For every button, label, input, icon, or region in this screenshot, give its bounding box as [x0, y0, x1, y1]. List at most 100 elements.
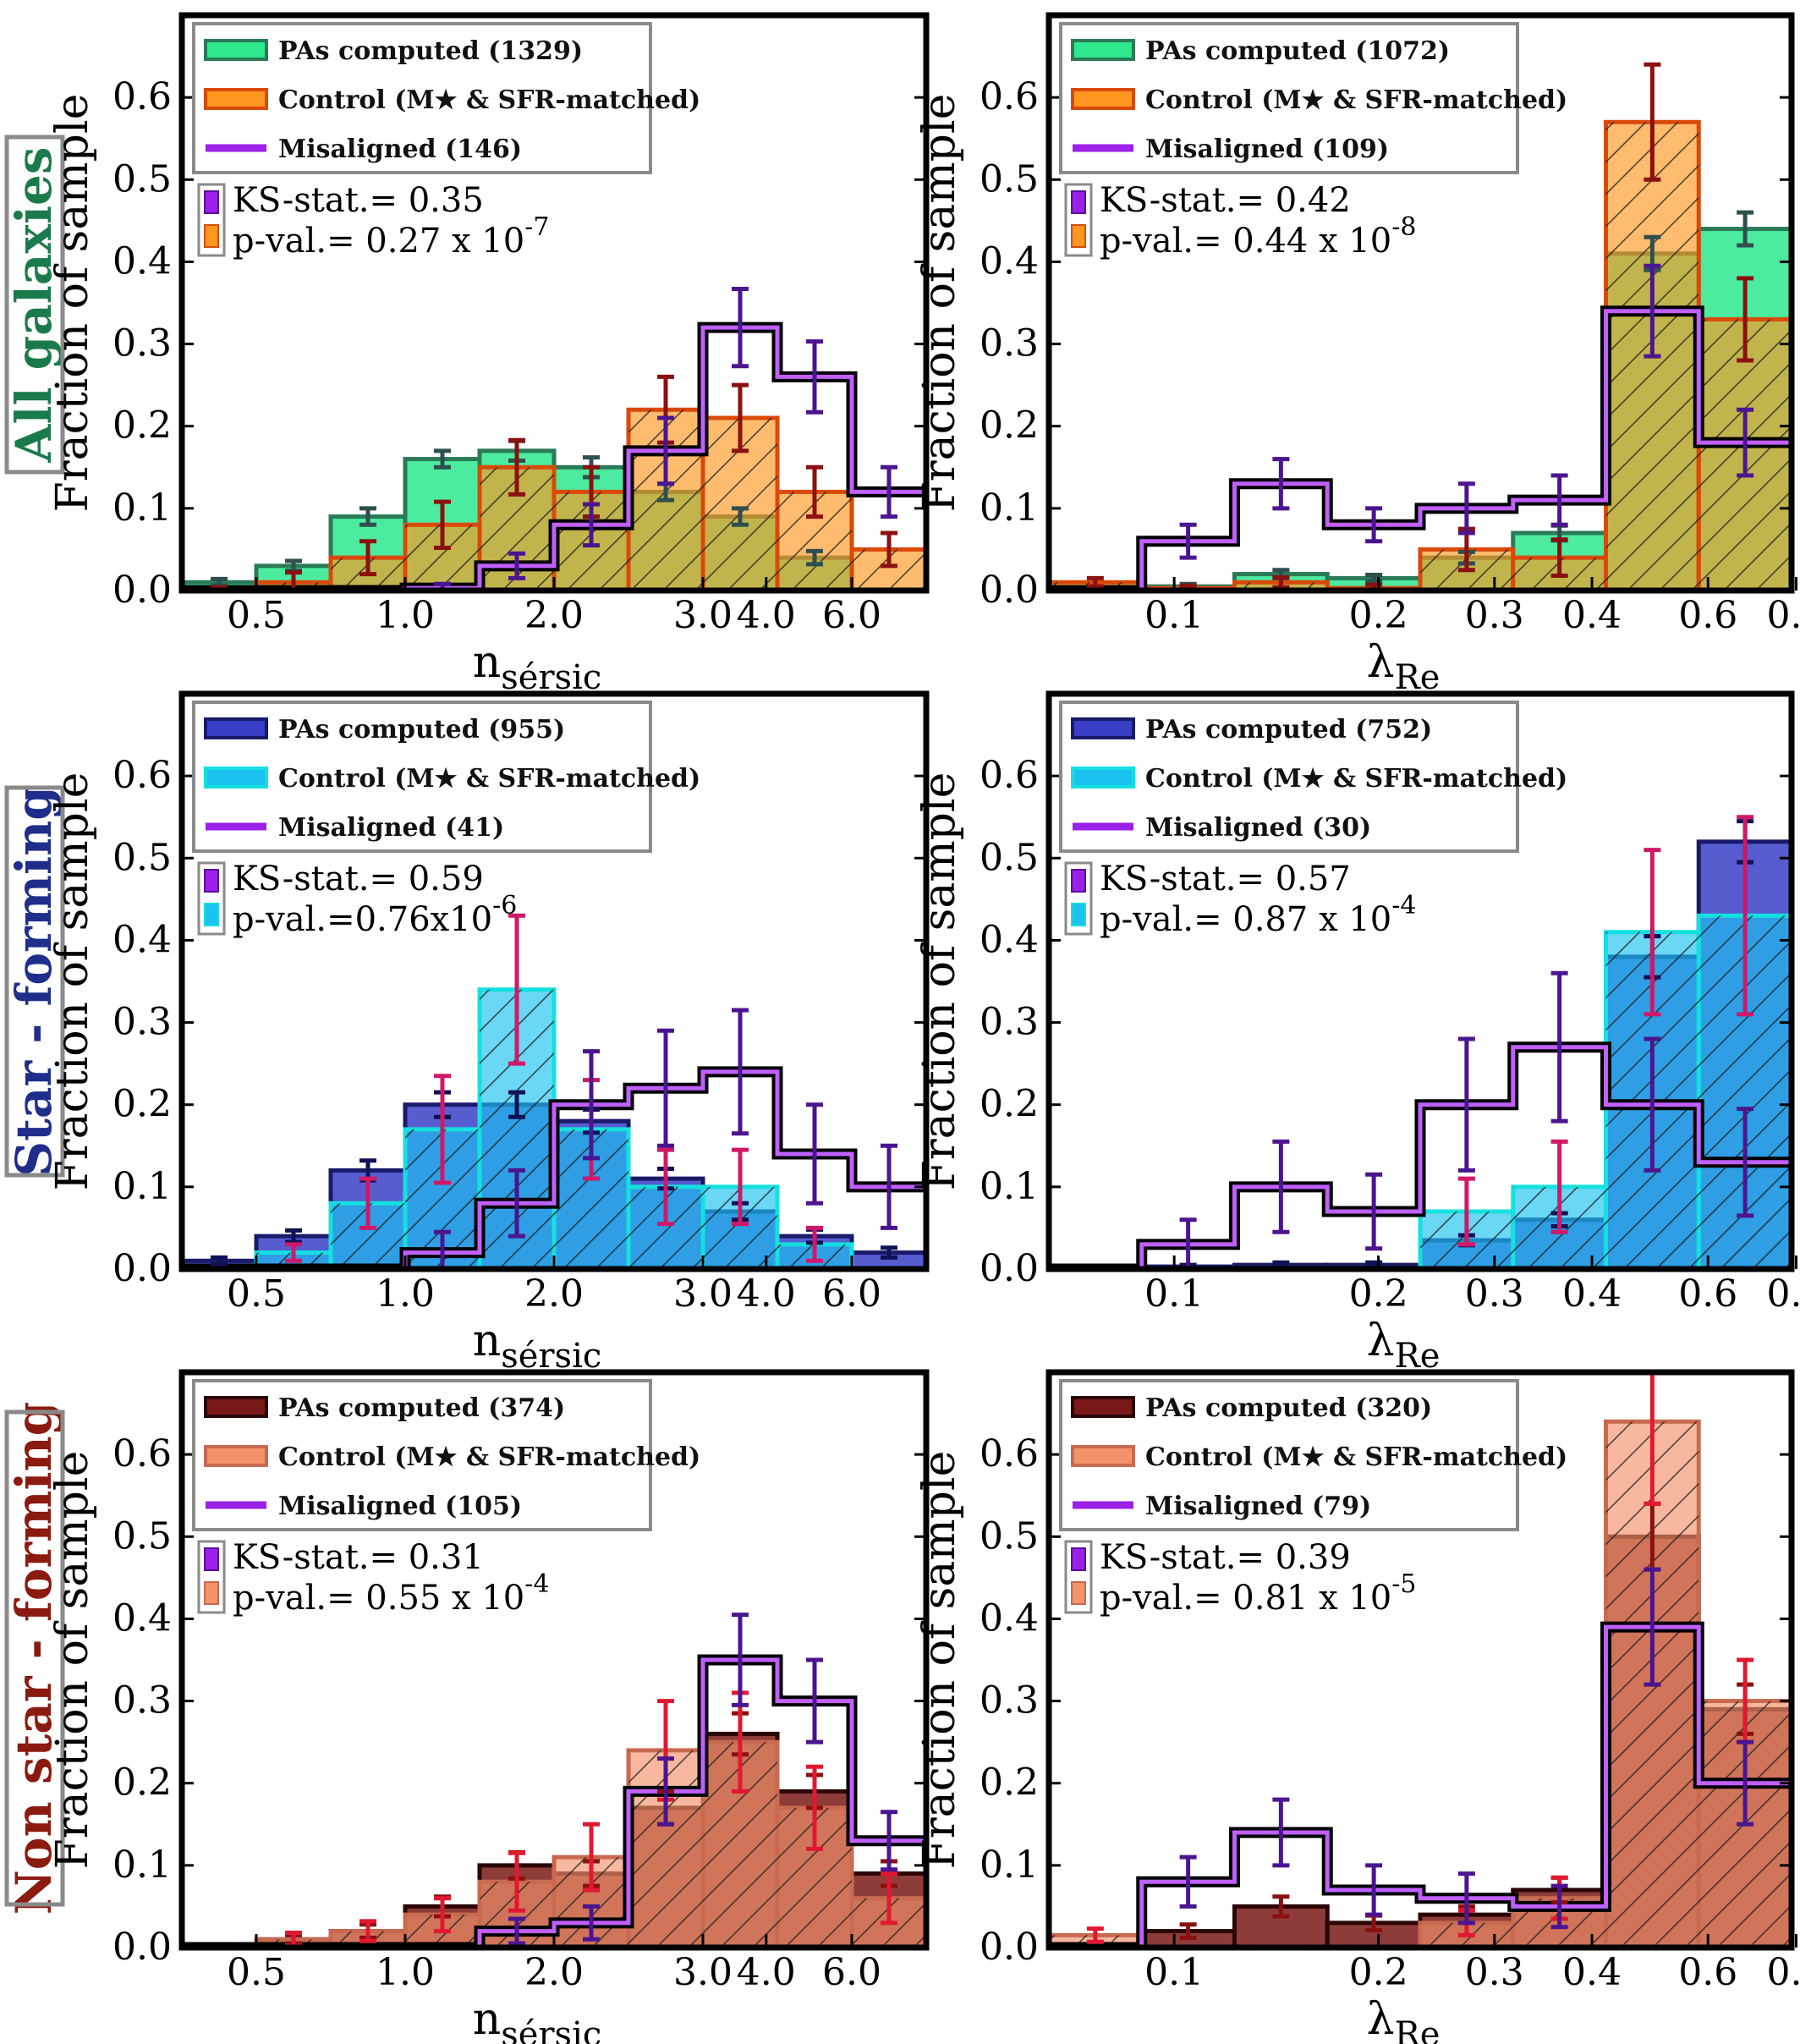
- legend: PAs computed (1072) Control (M★ & SFR-mat…: [1059, 22, 1567, 174]
- computed-errorbar: [881, 1245, 897, 1260]
- x-axis-title: nsérsic: [473, 1316, 602, 1376]
- misaligned-errorbar: [657, 1756, 674, 1827]
- x-tick-label: 0.2: [1349, 1272, 1408, 1316]
- hatch-fill: [182, 409, 926, 591]
- ks-stat: KS-stat.= 0.31: [233, 1538, 484, 1577]
- control-errorbar: [1737, 276, 1754, 363]
- legend-label: Misaligned (105): [278, 1492, 522, 1521]
- control-errorbar: [1550, 1139, 1568, 1234]
- x-tick-label: 0.5: [227, 1951, 286, 1994]
- control-errorbar: [806, 464, 823, 519]
- panel: 0.0 0.1 0.2 0.3 0.4 0.5 0.6 0.5 1.0 2.0 3.0 4.0 6.0 n…: [47, 690, 930, 1376]
- y-tick-label: 0.5: [980, 1514, 1039, 1558]
- control-errorbar: [806, 1225, 823, 1263]
- ks-stat: KS-stat.= 0.39: [1100, 1538, 1351, 1577]
- y-tick-label: 0.0: [980, 1926, 1039, 1969]
- plot-area: [1049, 62, 1792, 591]
- misaligned-errorbar: [732, 286, 749, 369]
- x-tick-label: 2.0: [524, 1951, 584, 1994]
- y-tick-label: 0.6: [980, 1432, 1039, 1475]
- control-errorbar: [1644, 848, 1661, 1017]
- y-tick-label: 0.1: [980, 1165, 1039, 1208]
- control-errorbar: [1644, 62, 1661, 182]
- x-tick-label: 0.3: [1465, 1951, 1524, 1994]
- legend-frame: [1059, 22, 1519, 174]
- x-tick-label: 6.0: [822, 594, 881, 637]
- x-tick-label: 0.8: [1766, 594, 1800, 637]
- y-tick-label: 0.4: [112, 1596, 172, 1640]
- y-tick-label: 0.0: [980, 1247, 1039, 1290]
- y-tick-label: 0.2: [980, 1083, 1039, 1126]
- y-tick-label: 0.5: [112, 157, 172, 201]
- x-tick-label: 1.0: [376, 1951, 435, 1994]
- legend-label: Control (M★ & SFR-matched): [278, 1442, 700, 1472]
- misaligned-errorbar: [1644, 1036, 1661, 1173]
- legend-frame: [192, 701, 652, 853]
- y-tick-label: 0.3: [112, 1679, 172, 1723]
- control-errorbar: [1086, 1926, 1104, 1944]
- panel: 0.0 0.1 0.2 0.3 0.4 0.5 0.6 0.1 0.2 0.3 0.4 0.6 0.8 λ…: [914, 12, 1800, 697]
- ks-stat: KS-stat.= 0.42: [1100, 181, 1351, 220]
- y-tick-label: 0.4: [112, 918, 172, 961]
- control-errorbar: [359, 1919, 376, 1943]
- misaligned-errorbar: [508, 551, 525, 580]
- misaligned-errorbar: [1457, 1036, 1475, 1173]
- computed-errorbar: [732, 506, 749, 527]
- row-label-text: All galaxies: [5, 146, 63, 463]
- ks-block: KS-stat.= 0.39p-val.= 0.81 x 10-5: [1064, 1538, 1417, 1618]
- panels: 0.00.10.20.30.40.50.60.5 1.0 2.0 3.0 4.0 6.0n…: [47, 12, 1800, 2044]
- control-errorbar: [732, 382, 749, 453]
- y-tick-label: 0.5: [112, 1514, 172, 1558]
- misaligned-errorbar: [732, 1613, 749, 1707]
- legend-label: Control (M★ & SFR-matched): [278, 85, 700, 115]
- misaligned-errorbar: [806, 1657, 823, 1745]
- row-label-text: Non star - forming: [5, 1402, 63, 1915]
- misaligned-errorbar: [1737, 1739, 1754, 1827]
- y-tick-label: 0.1: [112, 1165, 172, 1208]
- ks-swatch-misaligned: [204, 1547, 219, 1571]
- control-errorbar: [359, 539, 376, 577]
- ks-block: KS-stat.= 0.35p-val.= 0.27 x 10-7: [197, 181, 550, 261]
- legend-label: Control (M★ & SFR-matched): [278, 764, 700, 794]
- y-tick-label: 0.3: [980, 1679, 1039, 1723]
- ks-swatch-control: [204, 903, 219, 926]
- control-errorbar: [508, 913, 525, 1066]
- legend-swatch: [1071, 1445, 1135, 1467]
- x-tick-label: 1.0: [376, 594, 435, 637]
- x-tick-label: 0.1: [1144, 1951, 1204, 1994]
- misaligned-errorbar: [1179, 1854, 1197, 1909]
- x-tick-label: 0.4: [1562, 594, 1622, 637]
- y-tick-label: 0.2: [980, 404, 1039, 448]
- y-tick-label: 0.3: [112, 1001, 172, 1044]
- x-tick-label: 4.0: [737, 1951, 796, 1994]
- x-tick-label: 0.2: [1349, 594, 1408, 637]
- y-tick-label: 0.6: [980, 75, 1039, 118]
- control-errorbar: [285, 570, 302, 591]
- x-tick-label: 0.5: [227, 1272, 286, 1316]
- legend-frame: [192, 22, 652, 174]
- hatch-fill: [1049, 915, 1792, 1269]
- control-errorbar: [1086, 575, 1104, 589]
- control-errorbar: [1737, 815, 1754, 1017]
- ks-stat: KS-stat.= 0.35: [233, 181, 484, 220]
- p-value-exponent: -6: [492, 891, 517, 920]
- misaligned-errorbar: [1644, 1567, 1661, 1687]
- control-errorbar: [508, 1850, 525, 1913]
- x-axis-title: λRe: [1367, 1994, 1441, 2044]
- row-label: Star - forming: [4, 785, 65, 1178]
- y-tick-label: 0.0: [980, 569, 1039, 612]
- misaligned-errorbar: [657, 1028, 674, 1148]
- ks-swatch-misaligned: [204, 190, 219, 214]
- misaligned-errorbar: [806, 1102, 823, 1206]
- misaligned-errorbar: [583, 1904, 600, 1942]
- row-label-box: [4, 135, 65, 475]
- ks-swatch-control: [1071, 903, 1086, 926]
- legend-swatch: [1071, 766, 1135, 788]
- misaligned-errorbar: [881, 1143, 897, 1230]
- misaligned-errorbar: [657, 415, 674, 486]
- x-axis-title: λRe: [1367, 1316, 1441, 1376]
- ks-swatch-misaligned: [204, 869, 219, 893]
- ks-swatch-misaligned: [1071, 190, 1086, 214]
- computed-errorbar: [434, 448, 451, 470]
- misaligned-errorbar: [806, 339, 823, 415]
